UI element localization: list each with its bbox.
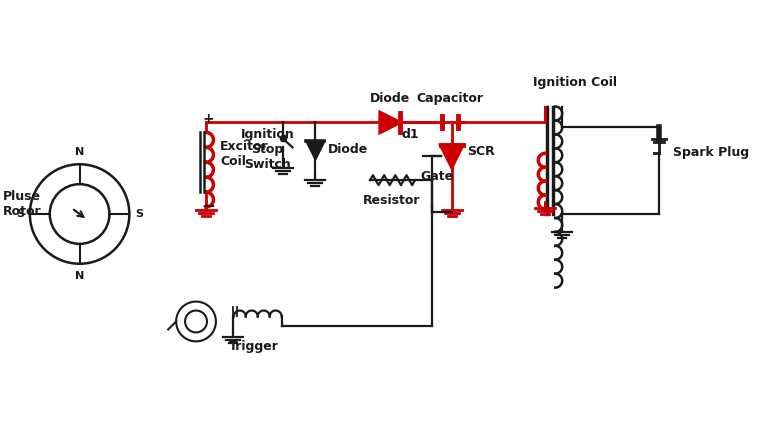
Text: Diode: Diode [329,143,369,156]
Text: S: S [135,209,144,219]
Text: Diode: Diode [370,92,410,105]
Text: SCR: SCR [467,145,495,158]
Text: Capacitor: Capacitor [416,92,483,105]
Text: +: + [202,112,214,127]
Text: S: S [16,209,24,219]
Polygon shape [441,145,462,167]
Text: d1: d1 [402,128,419,141]
Text: Trigger: Trigger [229,340,279,353]
Text: N: N [75,147,84,157]
Text: Gate: Gate [420,170,453,183]
Text: Resistor: Resistor [363,194,421,207]
Polygon shape [306,141,324,159]
Text: Pluse
Rotor: Pluse Rotor [2,190,41,218]
Text: Excitor
Coil: Excitor Coil [220,140,269,168]
Polygon shape [380,112,400,133]
Text: Ignition
Stop
Switch: Ignition Stop Switch [241,128,295,171]
Text: Ignition Coil: Ignition Coil [533,76,617,89]
Text: −: − [201,196,215,214]
Text: Spark Plug: Spark Plug [673,146,749,159]
Text: N: N [75,271,84,281]
